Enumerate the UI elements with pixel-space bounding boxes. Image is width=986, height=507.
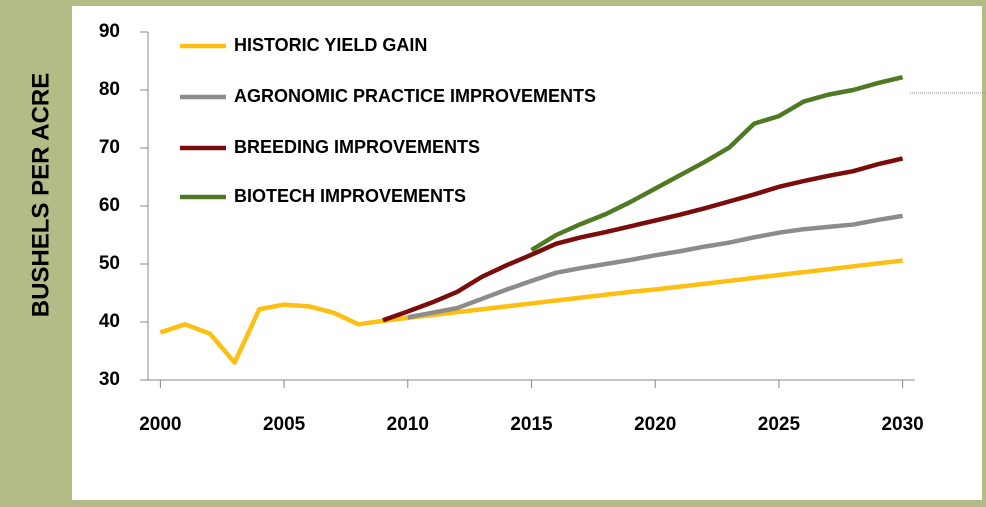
x-tick-label: 2010: [387, 414, 429, 435]
series-line: [382, 156, 904, 323]
legend-label: BREEDING IMPROVEMENTS: [234, 137, 480, 157]
y-tick-label: 30: [99, 369, 120, 390]
x-tick-label: 2015: [510, 414, 553, 435]
plot-panel: [72, 6, 982, 500]
series-line: [407, 213, 903, 320]
x-tick-label: 2025: [758, 414, 801, 435]
series-line: [530, 75, 904, 253]
y-tick-label: 80: [99, 79, 120, 100]
x-tick-label: 2000: [139, 414, 181, 435]
y-tick-label: 50: [99, 253, 120, 274]
legend-label: AGRONOMIC PRACTICE IMPROVEMENTS: [234, 86, 596, 106]
series-line: [159, 258, 903, 365]
y-tick-label: 70: [99, 137, 120, 158]
y-tick-label: 60: [99, 195, 120, 216]
x-tick-label: 2005: [263, 414, 306, 435]
y-axis-label: BUSHELS PER ACRE: [27, 73, 54, 317]
legend-label: HISTORIC YIELD GAIN: [234, 35, 427, 55]
y-tick-label: 90: [99, 21, 120, 42]
y-tick-label: 40: [99, 311, 120, 332]
legend-label: BIOTECH IMPROVEMENTS: [234, 186, 466, 206]
x-tick-label: 2030: [881, 414, 923, 435]
x-tick-label: 2020: [634, 414, 676, 435]
